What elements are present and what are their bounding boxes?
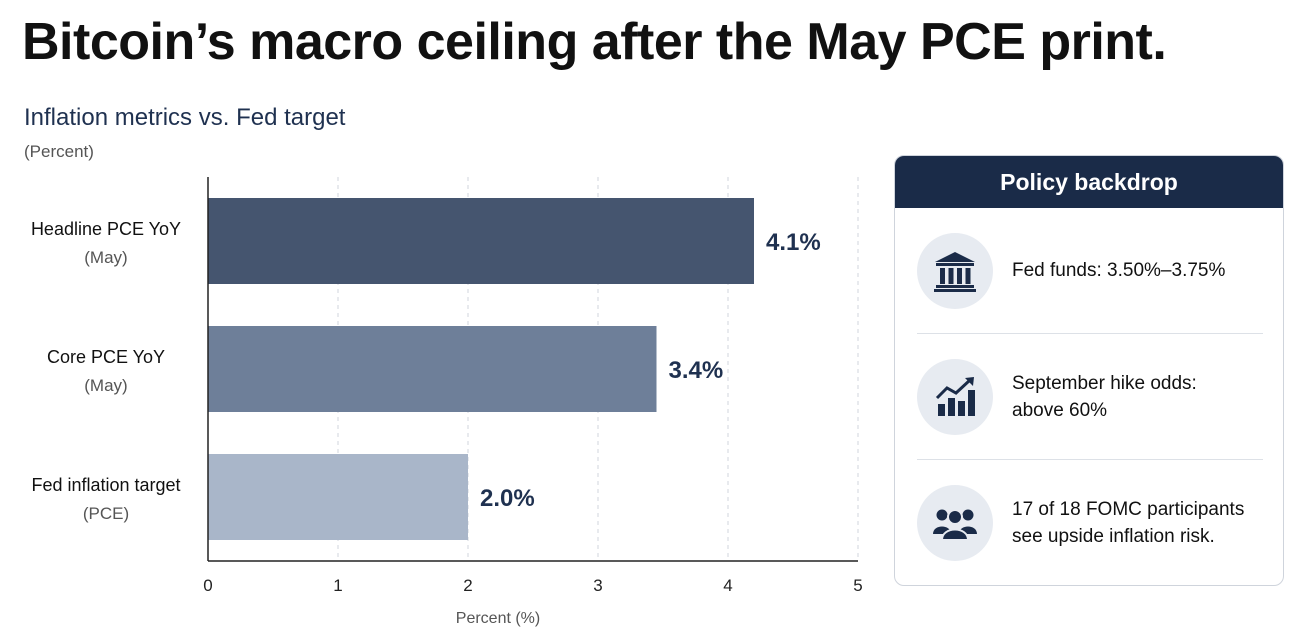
panel-item-line: Fed funds: 3.50%–3.75% <box>1012 260 1226 281</box>
x-tick-label: 1 <box>333 576 342 595</box>
chart-title: Inflation metrics vs. Fed target <box>24 104 346 131</box>
category-label: Core PCE YoY <box>47 347 165 367</box>
data-label: 4.1% <box>766 229 821 256</box>
panel-item-line: September hike odds: <box>1012 372 1197 394</box>
x-axis-label: Percent (%) <box>456 610 540 627</box>
bar <box>208 198 754 284</box>
bars <box>208 198 754 540</box>
panel-item-line: see upside inflation risk. <box>1012 526 1215 547</box>
category-label: Fed inflation target <box>31 475 180 495</box>
bar <box>208 326 657 412</box>
panel-item-text: September hike odds: above 60% <box>1012 370 1197 424</box>
category-sublabel: (May) <box>84 248 127 267</box>
panel-title: Policy backdrop <box>895 156 1283 208</box>
bar-chart: 0 1 2 3 4 5 Headline PCE YoY (May) 4.1% Core PCE … <box>31 177 863 627</box>
labels: 0 1 2 3 4 5 Headline PCE YoY (May) 4.1% Core PCE … <box>31 219 863 627</box>
rising-chart-icon <box>917 358 993 435</box>
x-tick-label: 4 <box>723 576 732 595</box>
chart-subtitle: (Percent) <box>24 142 94 161</box>
panel-item-hike-odds: September hike odds: above 60% <box>917 334 1263 460</box>
category-label: Headline PCE YoY <box>31 219 181 239</box>
axes <box>207 177 858 562</box>
bar <box>208 454 468 540</box>
panel-item-fed-funds: Fed funds: 3.50%–3.75% <box>917 208 1263 334</box>
category-sublabel: (PCE) <box>83 504 129 523</box>
panel-item-text: Fed funds: 3.50%–3.75% <box>1012 257 1225 284</box>
data-label: 2.0% <box>480 485 535 512</box>
panel-item-line: above 60% <box>1012 399 1108 421</box>
panel-item-line: 17 of 18 FOMC participants <box>1012 499 1245 520</box>
people-group-icon <box>917 485 993 561</box>
x-tick-label: 5 <box>853 576 862 595</box>
x-tick-label: 3 <box>593 576 602 595</box>
headline: Bitcoin’s macro ceiling after the May PC… <box>22 13 1167 71</box>
data-label: 3.4% <box>669 357 724 384</box>
panel-item-text: 17 of 18 FOMC participants see upside in… <box>1012 496 1244 550</box>
category-sublabel: (May) <box>84 376 127 395</box>
panel-item-fomc: 17 of 18 FOMC participants see upside in… <box>917 460 1263 585</box>
bank-icon <box>917 232 993 309</box>
policy-backdrop-panel: Policy backdrop Fed funds: 3.50%–3.75% <box>894 155 1284 586</box>
x-tick-label: 0 <box>203 576 212 595</box>
x-tick-label: 2 <box>463 576 472 595</box>
